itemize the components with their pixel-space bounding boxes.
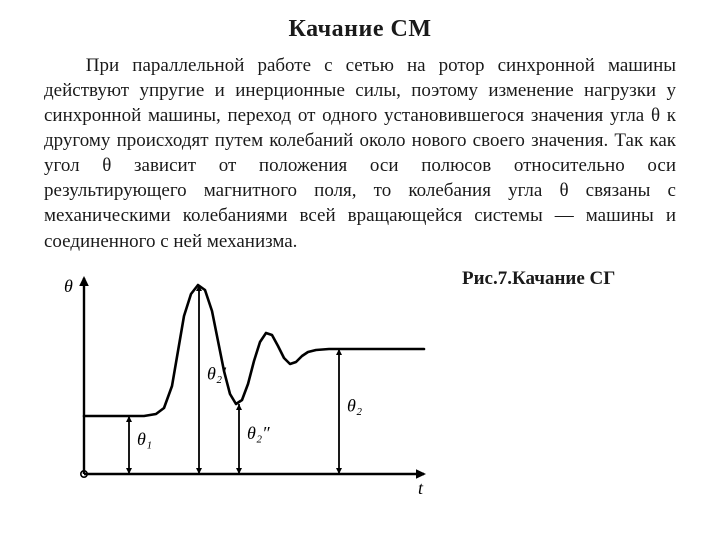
svg-text:θ: θ [64, 276, 73, 296]
body-paragraph: При параллельной работе с сетью на ротор… [44, 53, 676, 254]
svg-text:θ₂′: θ₂′ [207, 363, 227, 383]
svg-text:θ₂: θ₂ [347, 395, 362, 415]
figure-row: θ t θ₁ θ₂′ θ₂″ θ₂ Рис.7.Качание СГ [44, 266, 676, 501]
document-title: Качание СМ [44, 16, 676, 43]
figure-wrap: θ t θ₁ θ₂′ θ₂″ θ₂ [44, 266, 444, 501]
svg-text:t: t [418, 478, 424, 496]
figure-caption: Рис.7.Качание СГ [462, 268, 615, 290]
svg-text:θ₁: θ₁ [137, 429, 152, 449]
svg-text:θ₂″: θ₂″ [247, 423, 270, 443]
oscillation-figure: θ t θ₁ θ₂′ θ₂″ θ₂ [44, 266, 444, 496]
page: Качание СМ При параллельной работе с сет… [0, 0, 720, 540]
